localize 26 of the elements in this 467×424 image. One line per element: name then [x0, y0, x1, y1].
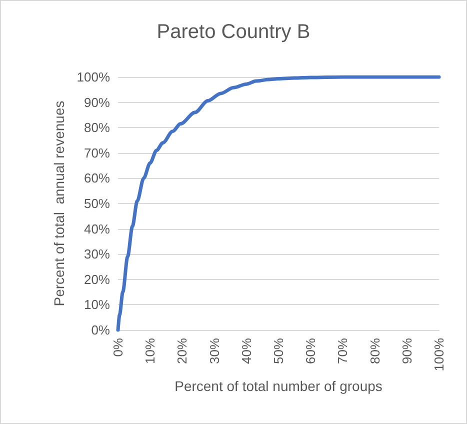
y-tick-label: 90%: [84, 94, 110, 110]
y-axis-title: Percent of total annual revenues: [50, 100, 67, 306]
x-axis-title: Percent of total number of groups: [174, 378, 382, 394]
y-tick-label: 100%: [76, 70, 110, 84]
x-tick-label: 0%: [110, 338, 126, 357]
x-tick-label: 60%: [303, 338, 318, 364]
y-tick-label: 50%: [84, 196, 110, 211]
x-tick-label: 20%: [174, 338, 190, 364]
y-tick-label: 30%: [84, 246, 110, 262]
x-tick-label: 90%: [399, 338, 414, 364]
x-tick-label: 100%: [432, 338, 446, 372]
x-tick-label: 40%: [238, 338, 254, 364]
y-tick-label: 80%: [84, 120, 110, 136]
x-tick-label: 70%: [335, 338, 350, 364]
y-tick-label: 0%: [91, 322, 110, 338]
line-series: [116, 75, 441, 332]
y-tick-label: 60%: [84, 170, 110, 186]
y-tick-label: 70%: [84, 145, 110, 160]
x-tick-label: 80%: [367, 338, 382, 364]
chart-title: Pareto Country B: [156, 21, 310, 43]
y-tick-label: 10%: [84, 297, 110, 312]
y-tick-label: 40%: [84, 221, 110, 236]
x-tick-label: 10%: [142, 338, 158, 364]
y-tick-label: 20%: [84, 272, 110, 287]
x-tick-label: 30%: [206, 338, 222, 364]
x-tick-label: 50%: [271, 338, 286, 364]
